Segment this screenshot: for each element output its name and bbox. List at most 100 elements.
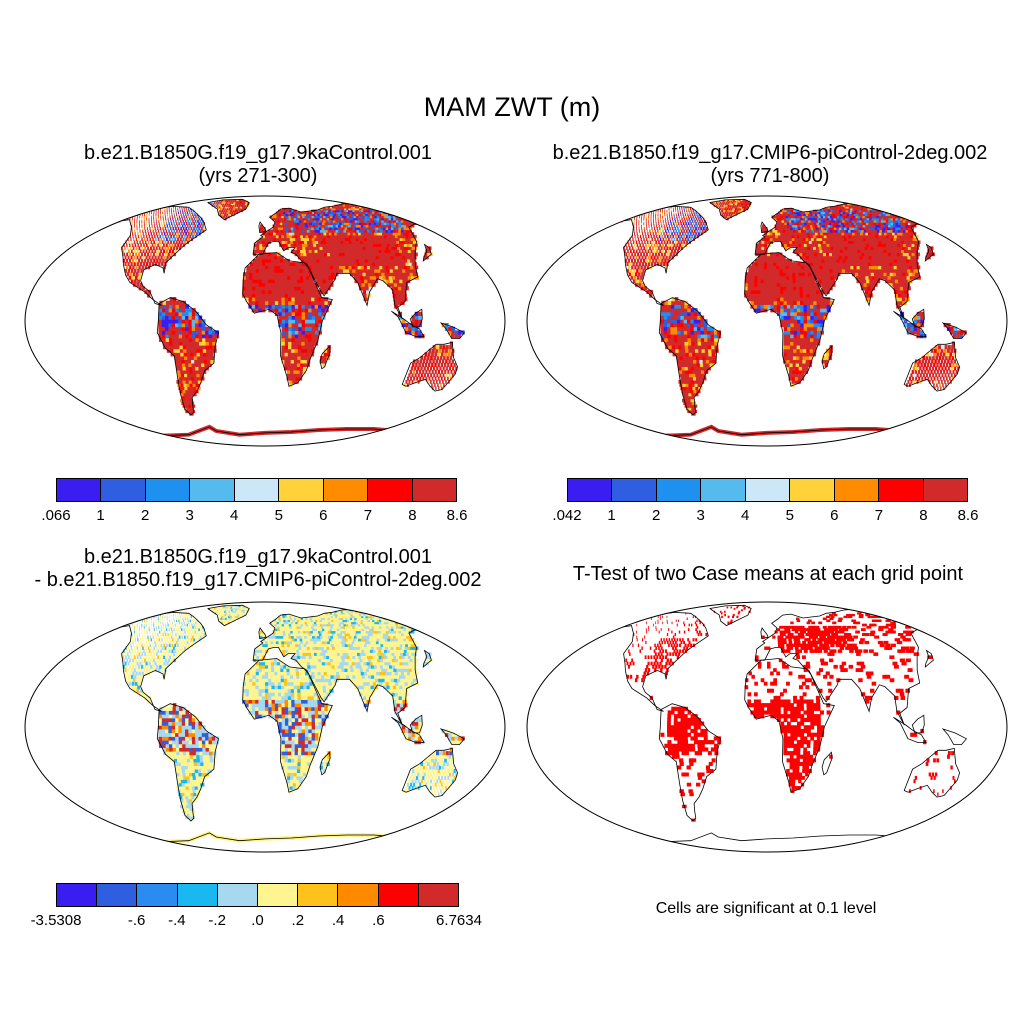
colorbar-tick-label: 7 (874, 507, 884, 524)
significance-note: Cells are significant at 0.1 level (655, 900, 877, 917)
colorbar-swatch (190, 479, 235, 501)
colorbar-swatch (145, 479, 191, 501)
colorbar-tick-label: -.4 (168, 912, 186, 929)
colorbar-swatch (568, 479, 613, 501)
colorbar-tick-label: -3.5308 (30, 912, 82, 929)
colorbar-swatch (57, 479, 102, 501)
colorbar-tick-label: 5 (274, 507, 283, 524)
colorbar-tick-label: 5 (785, 507, 794, 524)
colorbar-tick-label: 8.6 (957, 507, 979, 524)
coastline-africa (744, 252, 835, 387)
panel4-title: T-Test of two Case means at each grid po… (572, 563, 964, 585)
colorbar-swatch (323, 479, 369, 501)
colorbar-tick-label: 8 (919, 507, 928, 524)
coastline-australia (903, 747, 961, 798)
coastline-africa (242, 252, 333, 387)
coastline-uk (760, 627, 769, 640)
colorbar-swatch (790, 479, 835, 501)
coastline-japan (422, 243, 432, 262)
coastline-samerica (658, 297, 721, 416)
coastline-japan (422, 649, 432, 668)
colorbar-swatch (137, 884, 178, 906)
panel2-map (526, 195, 1008, 447)
figure-title: MAM ZWT (m) (423, 92, 601, 122)
colorbar-tick-label: 8.6 (446, 507, 468, 524)
coastline-madagascar (821, 345, 833, 370)
coastlines (607, 198, 976, 440)
coastline-namerica (107, 611, 207, 712)
coastline-australia (401, 747, 459, 798)
colorbar-tick-label: .066 (41, 507, 71, 524)
panel4-map (526, 601, 1008, 853)
coastline-borneo (409, 308, 423, 328)
colorbar-swatch (97, 884, 138, 906)
colorbar-panel2 (567, 478, 968, 502)
grid-cells (109, 199, 470, 416)
colorbar-swatch (745, 479, 791, 501)
coastline-japan (924, 243, 934, 262)
coastline-madagascar (319, 345, 331, 370)
colorbar-swatch (701, 479, 746, 501)
colorbar-swatch (177, 884, 218, 906)
coastline-australia (903, 341, 961, 392)
colorbar-swatch (656, 479, 702, 501)
colorbar-swatch (279, 479, 324, 501)
colorbar-swatch (412, 479, 456, 501)
coastline-eurasia (754, 202, 934, 320)
colorbar-tick-label: 1 (96, 507, 105, 524)
panel1-map (24, 195, 506, 447)
coastline-eurasia (252, 608, 432, 726)
colorbar-swatch (418, 884, 459, 906)
coastline-uk (760, 221, 769, 234)
coastline-australia (401, 341, 459, 392)
coastline-newguinea (941, 322, 968, 339)
coastline-antarctica (607, 832, 925, 846)
colorbar-swatch (834, 479, 880, 501)
coastline-borneo (911, 308, 925, 328)
colorbar-panel3 (56, 883, 459, 907)
coastline-samerica (156, 703, 219, 822)
coastline-africa (242, 658, 333, 793)
coastline-madagascar (319, 751, 331, 776)
colorbar-swatch (338, 884, 379, 906)
colorbar-tick-label: .0 (251, 912, 264, 929)
colorbar-tick-label: 2 (140, 507, 150, 524)
colorbar-panel2-labels: .042 1 2 3 4 5 6 7 8 8.6 (552, 507, 978, 527)
coastlines (607, 604, 976, 846)
coastline-uk (258, 627, 267, 640)
colorbar-tick-label: .4 (331, 912, 345, 929)
colorbar-swatch (612, 479, 657, 501)
map-frame (24, 195, 506, 447)
coastline-uk (258, 221, 267, 234)
coastline-eurasia (754, 608, 934, 726)
coastline-namerica (107, 205, 207, 306)
coastline-samerica (156, 297, 219, 416)
coastline-newguinea (439, 728, 466, 745)
colorbar-swatch (234, 479, 280, 501)
colorbar-swatch (57, 884, 98, 906)
coastline-indonesia (391, 716, 425, 744)
coastline-eurasia (252, 202, 432, 320)
colorbar-swatch (923, 479, 967, 501)
grid-cells (109, 605, 470, 822)
coastline-madagascar (821, 751, 833, 776)
colorbar-swatch (378, 884, 419, 906)
colorbar-tick-label: 3 (185, 507, 194, 524)
colorbar-tick-label: .2 (291, 912, 305, 929)
colorbar-swatch (101, 479, 146, 501)
coastline-newguinea (941, 728, 968, 745)
colorbar-tick-label: -.6 (127, 912, 146, 929)
coastline-greenland (709, 198, 752, 221)
grid-cells (611, 199, 972, 416)
coastline-indonesia (893, 716, 927, 744)
coastline-borneo (911, 714, 925, 734)
map-frame (526, 601, 1008, 853)
colorbar-tick-label: .6 (372, 912, 385, 929)
panel1-title: b.e21.B1850G.f19_g17.9kaControl.001 (yrs … (83, 142, 433, 187)
coastline-greenland (207, 198, 250, 221)
coastline-antarctica (105, 832, 423, 846)
coastline-indonesia (893, 310, 927, 338)
colorbar-panel1 (56, 478, 457, 502)
colorbar-tick-label: 1 (607, 507, 616, 524)
colorbar-swatch (217, 884, 259, 906)
